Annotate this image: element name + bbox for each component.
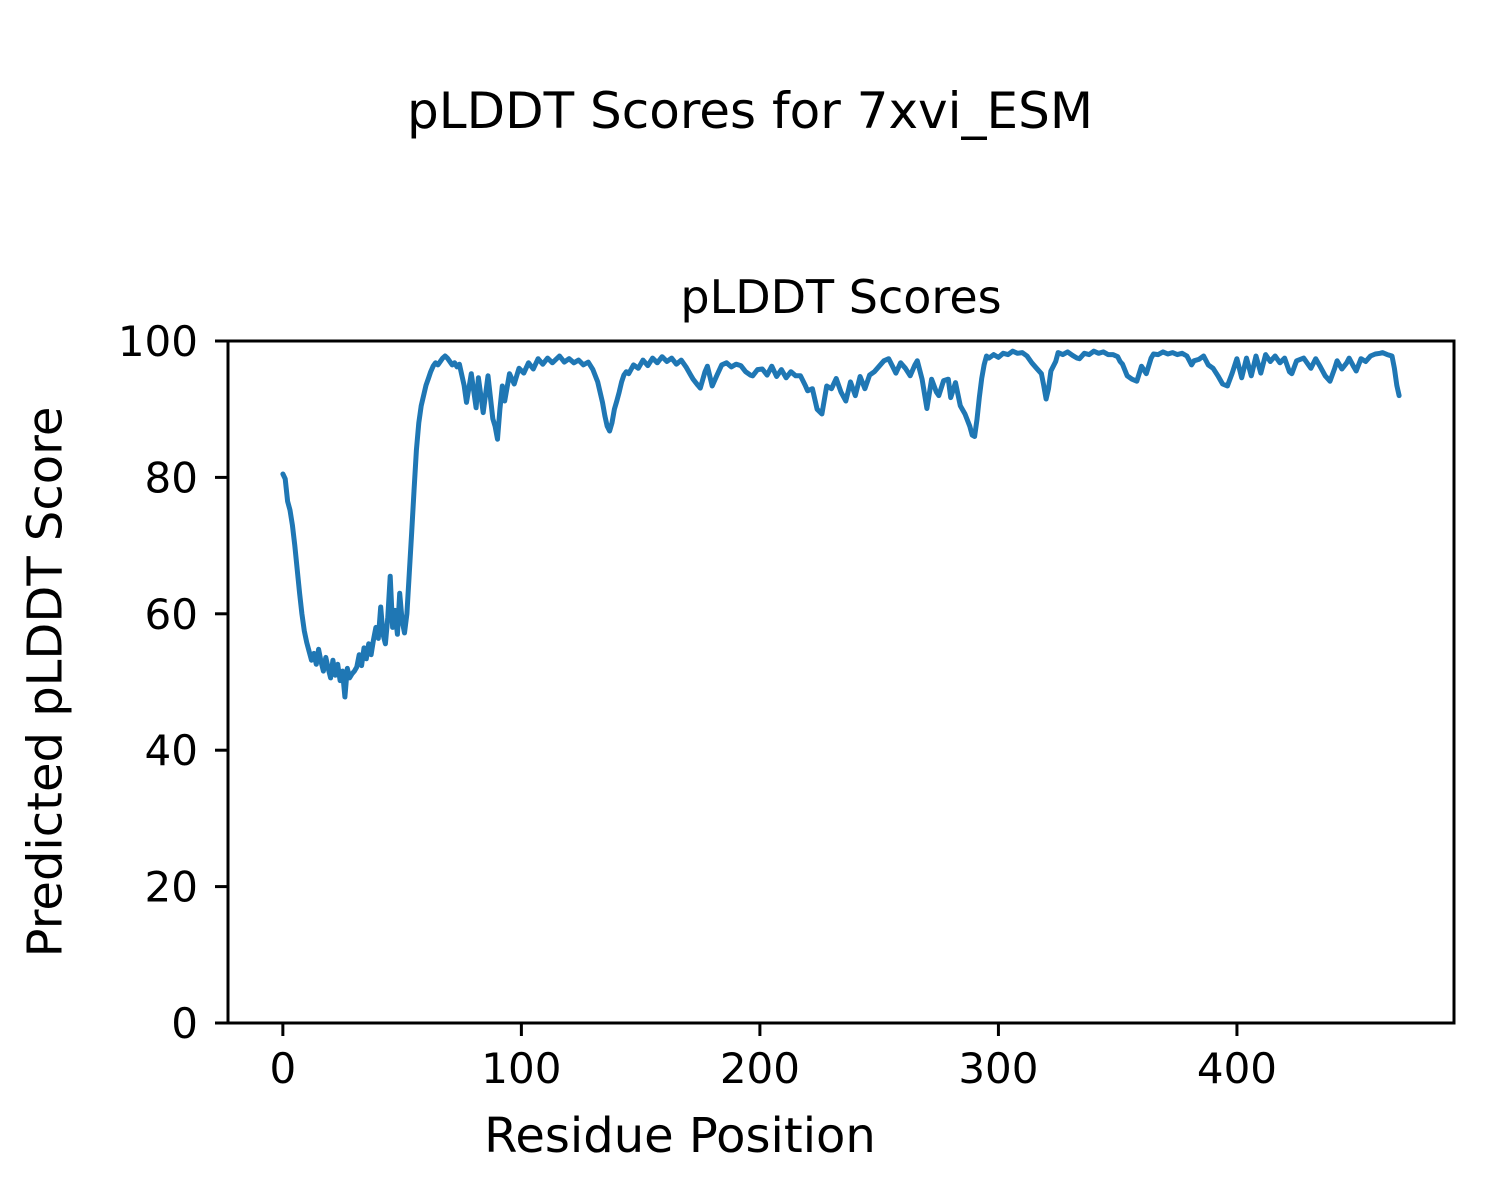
y-tick-label: 40 bbox=[145, 726, 198, 775]
x-tick-label: 300 bbox=[958, 1044, 1038, 1093]
x-axis-ticks: 0 100 200 300 400 bbox=[269, 1023, 1277, 1093]
axes-spines bbox=[226, 339, 1456, 1025]
y-tick-label: 100 bbox=[118, 317, 198, 366]
x-tick-label: 0 bbox=[269, 1044, 296, 1093]
x-axis-label: Residue Position bbox=[484, 1108, 876, 1164]
x-tick-label: 400 bbox=[1197, 1044, 1277, 1093]
figure-suptitle: pLDDT Scores for 7xvi_ESM bbox=[406, 82, 1093, 140]
y-axis-ticks: 0 20 40 60 80 100 bbox=[118, 317, 228, 1048]
y-tick-label: 60 bbox=[145, 590, 198, 639]
x-tick-label: 200 bbox=[720, 1044, 800, 1093]
axes-title: pLDDT Scores bbox=[680, 270, 1002, 324]
y-tick-label: 0 bbox=[171, 999, 198, 1048]
plddt-line-series bbox=[280, 348, 1402, 700]
y-tick-label: 20 bbox=[145, 863, 198, 912]
y-tick-label: 80 bbox=[145, 453, 198, 502]
x-tick-label: 100 bbox=[481, 1044, 561, 1093]
